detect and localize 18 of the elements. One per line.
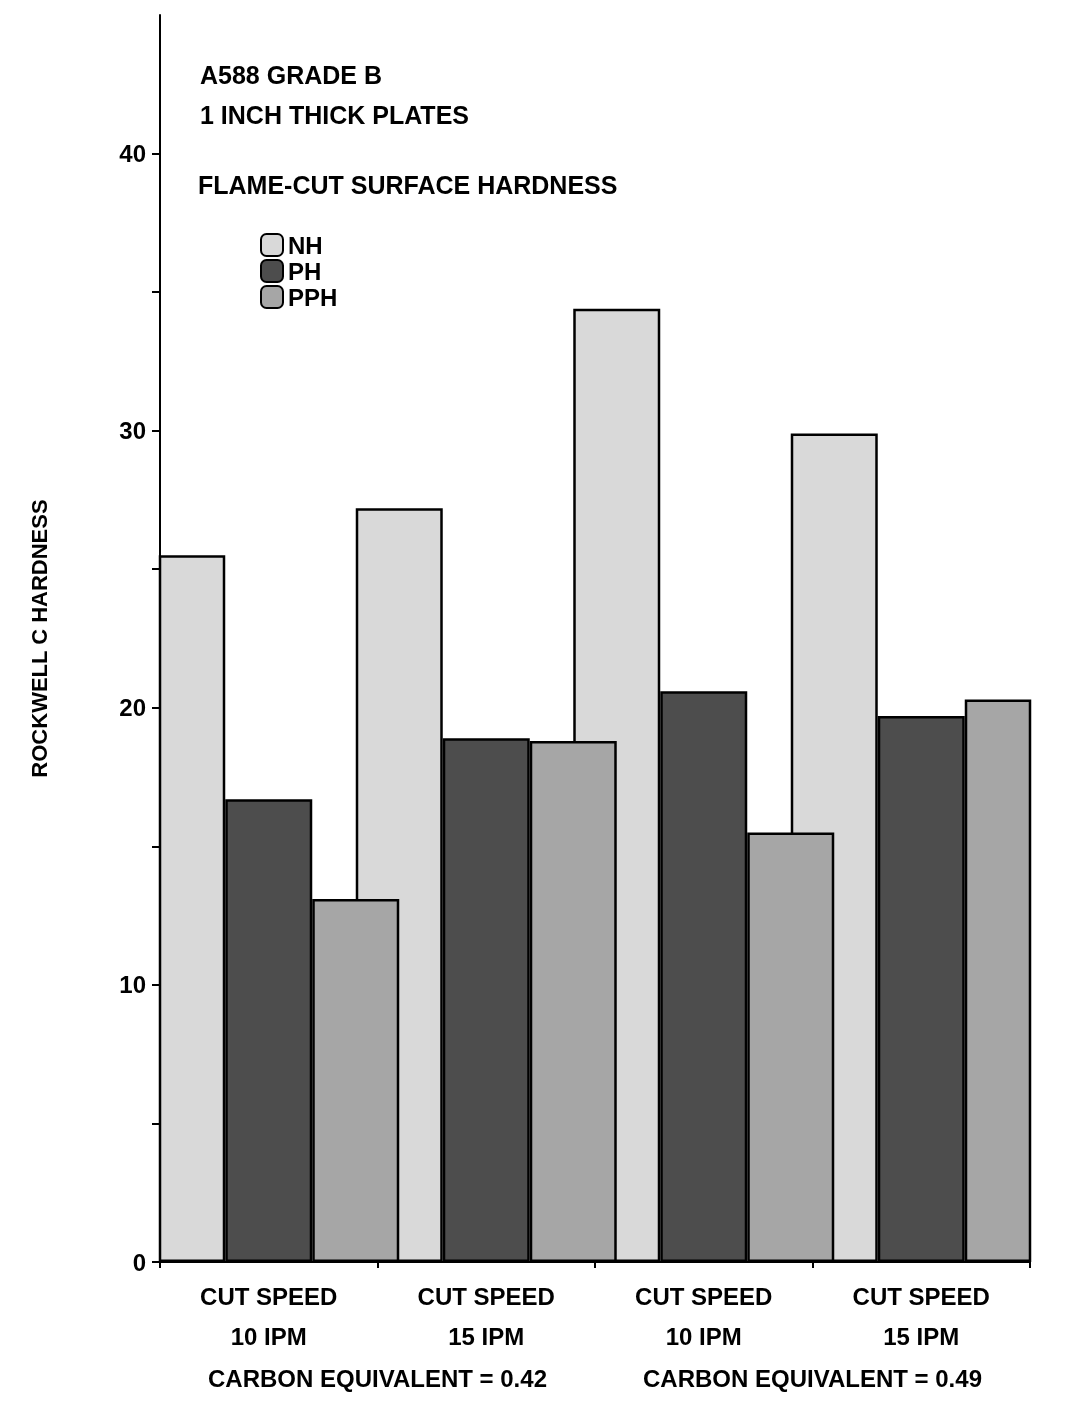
text: CARBON EQUIVALENT = 0.42	[208, 1364, 547, 1392]
y-tick-label: 0	[132, 1248, 146, 1276]
y-tick-label: 20	[119, 694, 146, 722]
legend-title: FLAME-CUT SURFACE HARDNESS	[198, 170, 618, 199]
text: 1 INCH THICK PLATES	[200, 100, 469, 129]
legend-label: NH	[288, 231, 323, 259]
x-tick-label: CUT SPEED 15 IPM	[852, 1282, 990, 1350]
y-tick-label: 10	[119, 971, 146, 999]
legend-label: PPH	[288, 283, 338, 311]
y-axis-title: ROCKWELL C HARDNESS	[26, 499, 52, 778]
text: A588 GRADE B	[200, 60, 382, 89]
legend-label: PH	[288, 257, 322, 285]
x-tick-label: CUT SPEED 10 IPM	[200, 1282, 338, 1350]
y-tick-label: 40	[119, 140, 146, 168]
x-tick-label: CUT SPEED 10 IPM	[635, 1282, 773, 1350]
text: CARBON EQUIVALENT = 0.49	[643, 1364, 982, 1392]
y-tick-label: 30	[119, 417, 146, 445]
x-tick-label: CUT SPEED 15 IPM	[417, 1282, 555, 1350]
